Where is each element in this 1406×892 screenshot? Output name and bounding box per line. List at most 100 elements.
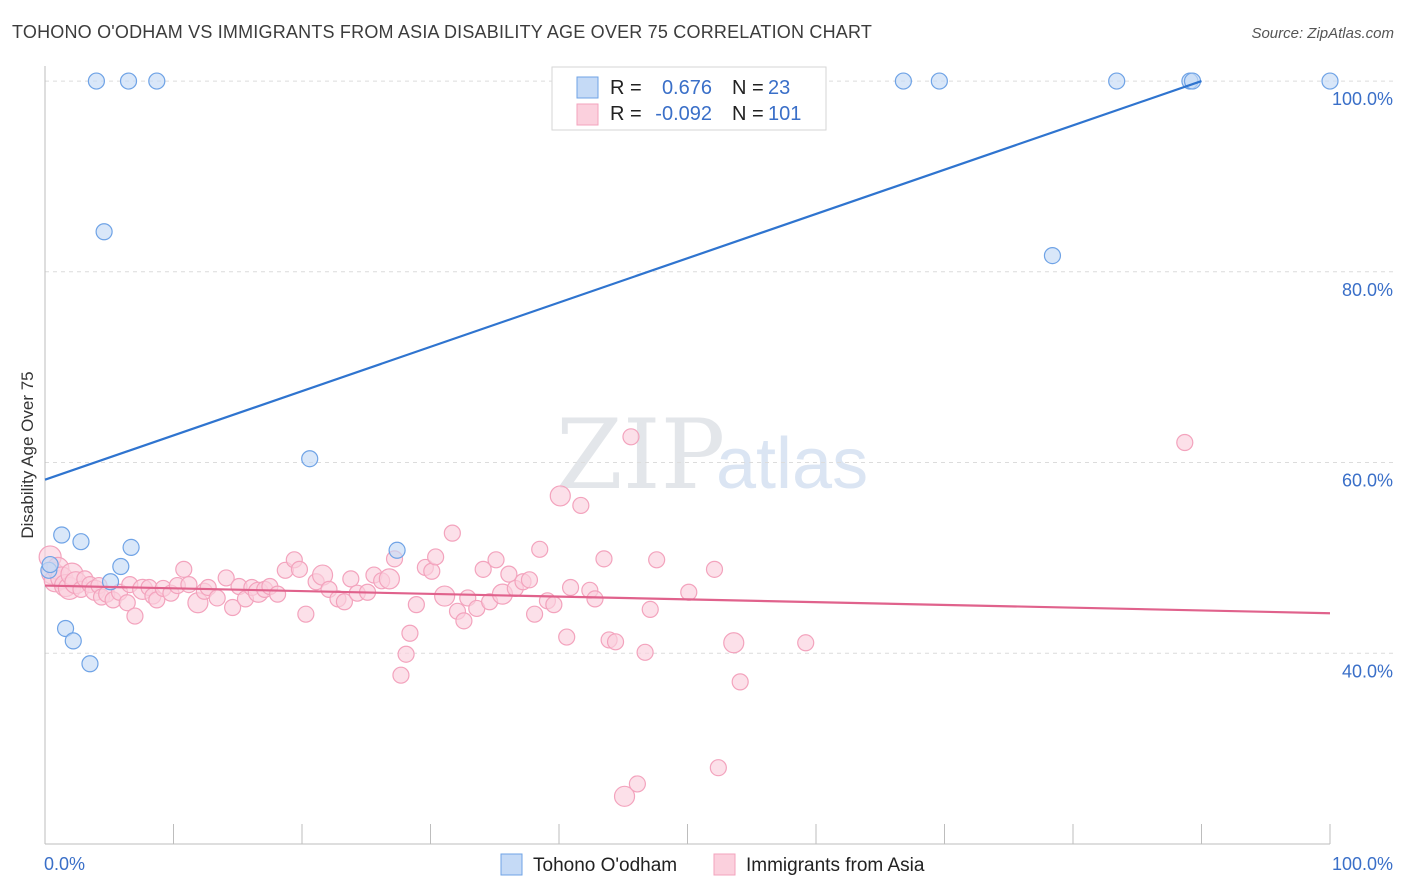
asia-point-99 <box>680 583 698 601</box>
legend-n-value-2: 101 <box>768 103 801 125</box>
tohono-point-8 <box>95 223 113 241</box>
tohono-point-19 <box>1108 72 1126 90</box>
legend-r-value-2: -0.092 <box>655 103 712 125</box>
asia-point-29 <box>180 576 198 594</box>
asia-point-64 <box>423 562 441 580</box>
asia-point-61 <box>401 624 419 642</box>
asia-point-86 <box>561 578 580 597</box>
tohono-point-11 <box>119 72 138 90</box>
legend-n-label-2: N = <box>732 103 764 125</box>
asia-point-81 <box>531 540 549 558</box>
tohono-point-4 <box>64 632 82 650</box>
x-tick-label-1: 100.0% <box>1332 854 1393 874</box>
legend-r-value-1: 0.676 <box>662 77 712 99</box>
legend-swatch-blue <box>576 76 599 99</box>
tohono-point-13 <box>148 72 166 90</box>
tohono-point-14 <box>301 450 319 468</box>
asia-point-62 <box>407 596 425 614</box>
asia-point-28 <box>175 560 193 578</box>
tohono-point-10 <box>112 557 130 576</box>
tohono-point-17 <box>930 72 948 90</box>
asia-point-98 <box>648 551 666 569</box>
asia-point-103 <box>731 673 749 691</box>
asia-point-104 <box>797 634 815 652</box>
series-legend-label-1: Tohono O'odham <box>533 855 677 876</box>
watermark-zip: ZIP <box>556 399 725 511</box>
asia-point-79 <box>520 571 539 589</box>
tohono-point-3 <box>56 619 75 638</box>
tohono-point-7 <box>87 72 106 90</box>
asia-point-74 <box>487 551 505 569</box>
tohono-point-5 <box>72 533 90 551</box>
legend-r-label-1: R = <box>610 77 642 99</box>
source-credit: Source: ZipAtlas.com <box>1251 25 1394 42</box>
asia-point-97 <box>641 600 659 619</box>
asia-point-51 <box>335 593 354 611</box>
asia-point-69 <box>455 612 473 630</box>
asia-point-60 <box>397 645 415 663</box>
asia-point-102 <box>723 632 745 654</box>
asia-point-90 <box>595 550 613 568</box>
tohono-point-1 <box>41 555 59 574</box>
asia-point-89 <box>586 590 604 608</box>
legend-r-label-2: R = <box>610 103 642 125</box>
y-tick-label-1: 60.0% <box>1342 471 1393 491</box>
x-tick-label-0: 0.0% <box>44 854 85 874</box>
asia-point-18 <box>118 594 136 612</box>
legend-swatch-pink <box>576 103 599 126</box>
asia-point-57 <box>378 568 400 590</box>
asia-point-92 <box>606 633 625 651</box>
asia-point-52 <box>342 570 360 588</box>
trend-lines <box>44 80 1331 615</box>
tohono-point-15 <box>388 541 406 559</box>
asia-point-93 <box>613 785 636 807</box>
asia-point-105 <box>1176 433 1194 452</box>
y-tick-label-0: 40.0% <box>1342 661 1393 681</box>
legend-n-label-1: N = <box>732 77 764 99</box>
watermark: ZIP atlas <box>556 399 868 511</box>
asia-point-66 <box>434 585 456 607</box>
asia-point-96 <box>636 643 654 661</box>
immigrants-from-asia-points <box>38 428 1194 807</box>
asia-point-20 <box>126 607 144 625</box>
asia-point-33 <box>208 589 226 607</box>
axes <box>44 66 1331 845</box>
tohono-point-18 <box>1043 246 1062 265</box>
asia-point-94 <box>622 428 640 446</box>
asia-point-76 <box>500 565 518 583</box>
asia-trend-line <box>44 584 1331 615</box>
asia-point-35 <box>224 598 242 617</box>
asia-point-83 <box>545 596 563 614</box>
y-axis-label: Disability Age Over 75 <box>18 371 37 538</box>
chart-title: TOHONO O'ODHAM VS IMMIGRANTS FROM ASIA D… <box>12 22 873 42</box>
asia-point-42 <box>268 585 287 603</box>
series-legend-label-2: Immigrants from Asia <box>746 855 925 876</box>
tohono-trend-line <box>44 80 1202 481</box>
asia-point-45 <box>290 560 309 578</box>
asia-point-59 <box>392 666 410 684</box>
y-tick-label-2: 80.0% <box>1342 280 1393 300</box>
asia-point-101 <box>709 759 727 777</box>
series-legend: Tohono O'odham Immigrants from Asia <box>500 853 925 876</box>
tohono-point-9 <box>101 573 120 591</box>
series-legend-swatch-blue <box>500 853 523 876</box>
asia-point-87 <box>572 496 590 515</box>
tohono-point-22 <box>1321 72 1339 90</box>
asia-point-85 <box>558 628 576 646</box>
asia-point-67 <box>443 524 461 542</box>
tohono-point-6 <box>81 655 99 673</box>
asia-point-80 <box>525 605 544 623</box>
asia-point-100 <box>705 560 724 578</box>
asia-point-95 <box>628 775 646 793</box>
tohono-oodham-points <box>40 72 1339 673</box>
asia-point-84 <box>549 485 571 507</box>
y-axis-ticks: 40.0% 60.0% 80.0% 100.0% <box>1332 89 1393 681</box>
watermark-atlas: atlas <box>716 424 868 504</box>
asia-point-34 <box>217 569 235 587</box>
asia-point-46 <box>297 605 315 623</box>
correlation-legend: R = 0.676 N = 23 R = -0.092 N = 101 <box>551 66 827 131</box>
series-legend-swatch-pink <box>713 853 736 876</box>
x-axis-ticks: 0.0% 100.0% <box>44 854 1393 874</box>
tohono-point-12 <box>122 538 140 557</box>
